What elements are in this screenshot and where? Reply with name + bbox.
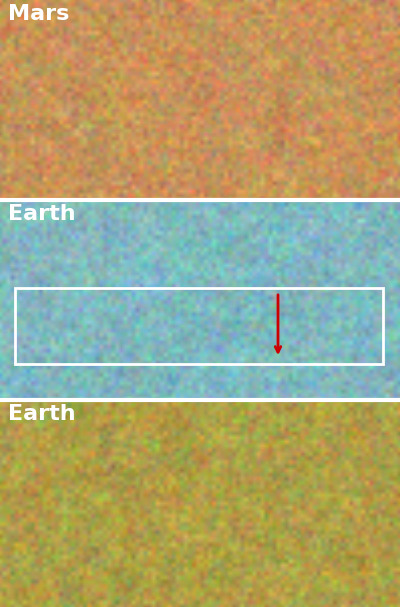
- Bar: [15, 288, 383, 364]
- Text: Earth: Earth: [8, 404, 76, 424]
- Text: Mars: Mars: [8, 4, 69, 24]
- Text: Earth: Earth: [8, 204, 76, 224]
